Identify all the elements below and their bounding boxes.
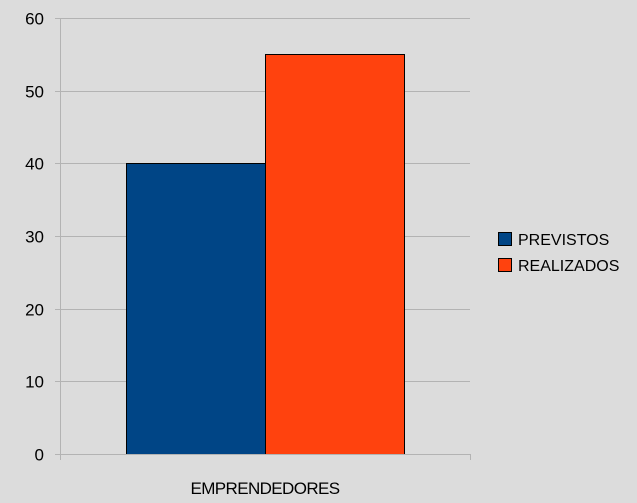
- legend-label-realizados: REALIZADOS: [518, 258, 619, 275]
- y-tick-label: 20: [25, 301, 44, 320]
- legend-swatch-realizados: [498, 258, 512, 272]
- bar-realizados: [265, 54, 405, 455]
- y-tick-label: 40: [25, 155, 44, 174]
- bars: [126, 54, 405, 455]
- y-tick-label: 30: [25, 228, 44, 247]
- y-tick-label: 50: [25, 83, 44, 102]
- y-tick-label: 60: [25, 10, 44, 29]
- axes: [55, 18, 471, 460]
- legend-swatch-previstos: [498, 232, 512, 246]
- y-tick-labels: 0 10 20 30 40 50 60: [25, 10, 44, 465]
- bar-previstos: [126, 163, 266, 455]
- legend-label-previstos: PREVISTOS: [518, 232, 609, 249]
- y-tick-label: 0: [35, 446, 44, 465]
- x-tick-label: EMPRENDEDORES: [190, 479, 339, 498]
- legend: PREVISTOS REALIZADOS: [498, 232, 619, 275]
- y-tick-label: 10: [25, 373, 44, 392]
- x-tick-labels: EMPRENDEDORES: [190, 479, 340, 498]
